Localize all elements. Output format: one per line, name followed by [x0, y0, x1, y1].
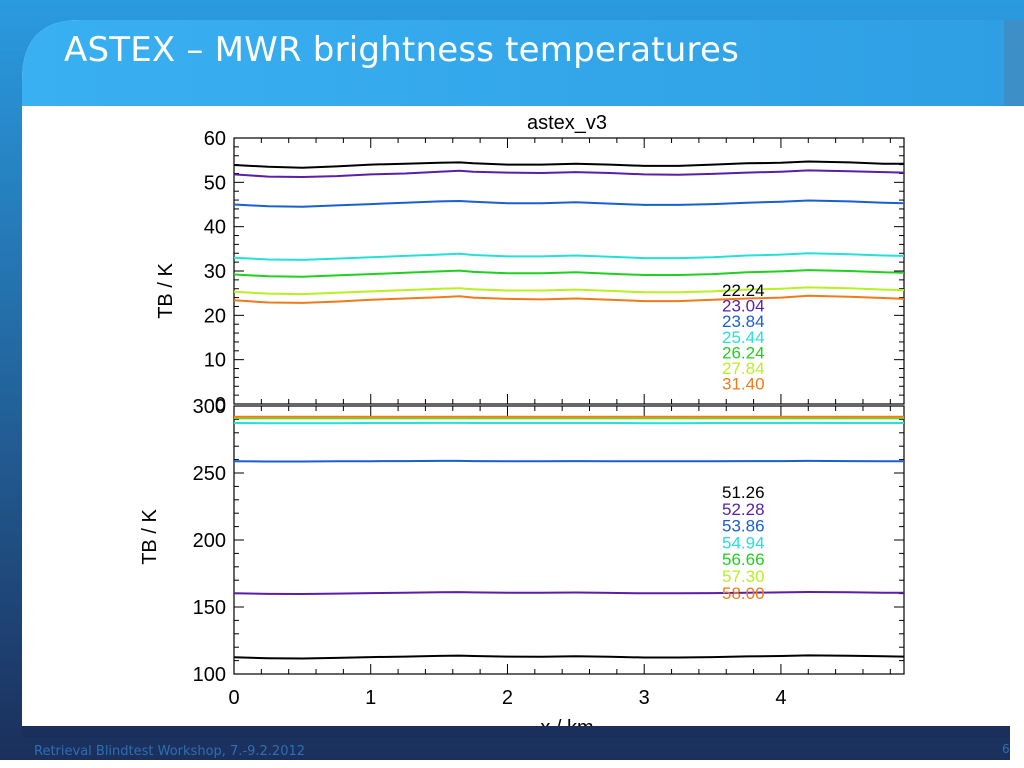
bottom-legend-entry: 57.30 [722, 567, 765, 586]
top-y-tick-label: 0 [215, 394, 226, 416]
x-tick-label: 0 [228, 687, 239, 709]
top-series-line-23-04 [233, 169, 905, 179]
slide-title: ASTEX – MWR brightness temperatures [64, 30, 739, 70]
footer-text: Retrieval Blindtest Workshop, 7.-9.2.201… [34, 744, 306, 759]
top-y-axis-label: TB / K [155, 263, 177, 319]
top-series-line-31-40 [233, 294, 905, 304]
top-legend-entry: 22.24 [722, 281, 765, 300]
chart-figure: astex_v3 010203040506022.2423.0423.8425.… [139, 112, 905, 726]
top-legend-entry: 25.44 [722, 328, 765, 347]
top-series-line-27-84 [233, 286, 905, 296]
top-y-tick-label: 40 [204, 217, 226, 239]
top-series-line-23-84 [233, 199, 905, 208]
header-band [22, 20, 1004, 106]
bottom-legend-entry: 56.66 [722, 550, 765, 569]
content-bottom-strip [22, 726, 1010, 738]
x-tick-label: 3 [639, 687, 650, 709]
bottom-y-tick-label: 200 [193, 530, 226, 552]
x-tick-label: 2 [502, 687, 513, 709]
bottom-y-tick-label: 250 [193, 463, 226, 485]
top-series-line-26-24 [233, 269, 905, 278]
bottom-series-line-51-26 [233, 654, 905, 660]
bottom-series-line-53-86 [233, 459, 904, 463]
bottom-plot-frame [233, 405, 905, 675]
bottom-y-tick-label: 100 [193, 664, 226, 686]
top-y-tick-label: 20 [204, 305, 226, 327]
chart-title: astex_v3 [527, 112, 607, 134]
x-tick-label: 1 [365, 687, 376, 709]
bottom-legend-entry: 51.26 [722, 483, 765, 502]
bottom-series-line-52-28 [233, 590, 905, 596]
x-axis-label: x / km [540, 717, 593, 726]
top-y-tick-label: 30 [204, 261, 226, 283]
top-legend-entry: 27.84 [722, 359, 765, 378]
bottom-legend-entry: 52.28 [722, 500, 765, 519]
bottom-legend-entry: 54.94 [722, 533, 765, 552]
bottom-y-axis-label: TB / K [139, 509, 161, 565]
x-tick-label: 4 [775, 687, 786, 709]
bottom-legend-entry: 53.86 [722, 517, 765, 536]
top-y-tick-label: 10 [204, 350, 226, 372]
top-panel: 0 10 20 30 40 50 60 22.2423.0423.8425.4426.2427… [204, 128, 905, 416]
top-legend-entry: 23.84 [722, 312, 765, 331]
top-legend-entry: 23.04 [722, 297, 765, 316]
plot-panel: astex_v3 0 10 20 30 40 50 60 22.24 23.04 23.84 25.… [42, 106, 1004, 726]
page-number: 6 [1002, 742, 1010, 756]
top-series-line-25-44 [233, 252, 905, 261]
frame-right-strip [1004, 20, 1024, 106]
top-y-tick-label: 50 [204, 172, 226, 194]
top-y-tick-label: 60 [204, 128, 226, 150]
bottom-y-tick-label: 300 [193, 396, 226, 418]
top-legend-entry: 26.24 [722, 343, 765, 362]
bottom-y-tick-label: 150 [193, 597, 226, 619]
top-legend-entry: 31.40 [722, 375, 765, 394]
bottom-legend-entry: 58.00 [722, 584, 765, 603]
top-series-line-22-24 [233, 160, 904, 169]
